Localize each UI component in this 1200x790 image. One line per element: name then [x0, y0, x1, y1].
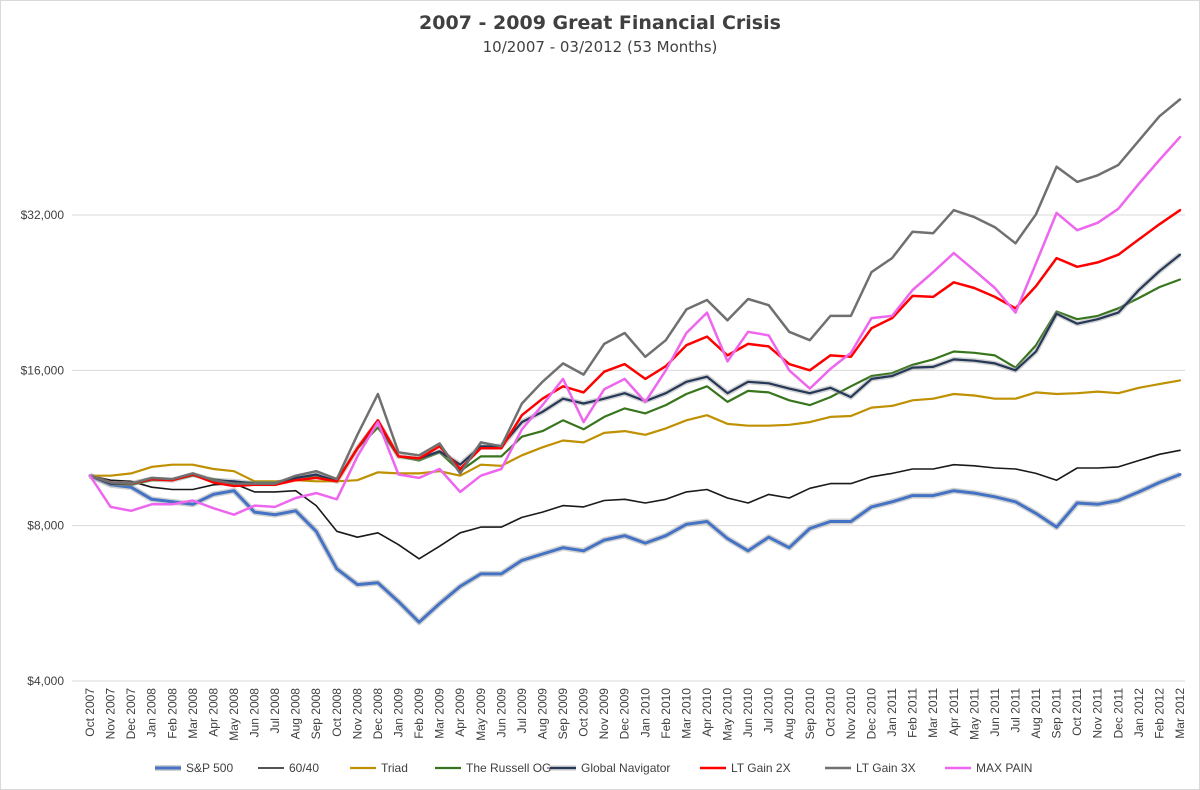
- x-tick-label: May 2011: [967, 688, 981, 740]
- x-tick-label: Dec 2009: [618, 688, 632, 740]
- x-tick-label: Jul 2011: [1008, 688, 1022, 733]
- x-tick-label: Apr 2008: [206, 688, 220, 737]
- y-tick-label: $32,000: [21, 208, 65, 222]
- legend-label: Global Navigator: [581, 761, 670, 775]
- x-tick-label: Oct 2009: [577, 688, 591, 737]
- series-line-global-navigator: [88, 253, 1182, 485]
- legend-label: LT Gain 3X: [856, 761, 916, 775]
- x-tick-label: Jan 2008: [145, 688, 159, 738]
- x-tick-label: Mar 2012: [1173, 688, 1187, 739]
- x-tick-label: Oct 2010: [823, 688, 837, 737]
- x-tick-label: May 2009: [474, 688, 488, 741]
- series-line-shadow: [88, 471, 1182, 626]
- y-tick-label: $4,000: [27, 674, 64, 688]
- x-tick-label: Aug 2011: [1029, 688, 1043, 739]
- legend-label: LT Gain 2X: [731, 761, 791, 775]
- x-tick-label: Oct 2007: [83, 688, 97, 737]
- x-tick-label: Nov 2011: [1091, 688, 1105, 739]
- x-tick-label: Sep 2008: [309, 688, 323, 740]
- legend-label: S&P 500: [186, 761, 233, 775]
- x-tick-label: Aug 2010: [782, 688, 796, 740]
- x-tick-label: Apr 2011: [947, 688, 961, 736]
- chart-title: 2007 - 2009 Great Financial Crisis: [419, 12, 781, 34]
- y-tick-label: $16,000: [21, 363, 65, 377]
- series-line-max-pain: [88, 135, 1182, 516]
- x-tick-label: Jun 2010: [741, 688, 755, 738]
- x-tick-label: Nov 2009: [597, 688, 611, 740]
- x-tick-label: Nov 2010: [844, 688, 858, 740]
- series-line-s-p-500: [88, 473, 1182, 624]
- x-tick-label: Sep 2010: [803, 688, 817, 740]
- x-tick-label: May 2010: [721, 688, 735, 741]
- x-tick-label: Sep 2011: [1050, 688, 1064, 739]
- x-tick-label: Jan 2010: [638, 688, 652, 738]
- x-tick-label: Apr 2010: [700, 688, 714, 737]
- series-line-60-40: [89, 449, 1181, 560]
- x-tick-label: Apr 2009: [453, 688, 467, 737]
- x-tick-label: Jan 2012: [1132, 688, 1146, 738]
- x-tick-label: Dec 2011: [1111, 688, 1125, 739]
- x-tick-label: Nov 2008: [350, 688, 364, 740]
- x-tick-label: Jun 2011: [988, 688, 1002, 737]
- legend-label: The Russell OG: [466, 761, 551, 775]
- legend-label: Triad: [381, 761, 408, 775]
- series-line-lt-gain-2x: [88, 208, 1182, 488]
- x-tick-label: Feb 2012: [1152, 688, 1166, 739]
- x-tick-label: Jun 2009: [494, 688, 508, 738]
- x-tick-label: Dec 2008: [371, 688, 385, 740]
- x-tick-label: Jun 2008: [248, 688, 262, 738]
- x-tick-label: Mar 2009: [433, 688, 447, 739]
- x-tick-label: Mar 2008: [186, 688, 200, 739]
- x-tick-label: Feb 2008: [165, 688, 179, 739]
- x-tick-label: Feb 2011: [906, 688, 920, 738]
- series-line-triad: [88, 379, 1182, 483]
- x-tick-label: Mar 2011: [926, 688, 940, 738]
- x-tick-label: Jul 2008: [268, 688, 282, 734]
- x-tick-label: Dec 2007: [124, 688, 138, 740]
- x-tick-label: May 2008: [227, 688, 241, 741]
- x-tick-label: Jul 2009: [515, 688, 529, 734]
- x-tick-label: Aug 2008: [289, 688, 303, 740]
- x-tick-label: Oct 2011: [1070, 688, 1084, 736]
- x-tick-label: Jul 2010: [762, 688, 776, 734]
- x-tick-label: Sep 2009: [556, 688, 570, 740]
- x-tick-label: Jan 2011: [885, 688, 899, 737]
- legend-label: MAX PAIN: [976, 761, 1032, 775]
- x-tick-label: Nov 2007: [104, 688, 118, 740]
- chart-subtitle: 10/2007 - 03/2012 (53 Months): [482, 38, 718, 56]
- x-tick-label: Oct 2008: [330, 688, 344, 737]
- x-tick-label: Dec 2010: [865, 688, 879, 740]
- x-tick-label: Feb 2009: [412, 688, 426, 739]
- x-tick-label: Mar 2010: [679, 688, 693, 739]
- y-tick-label: $8,000: [27, 519, 64, 533]
- x-tick-label: Feb 2010: [659, 688, 673, 739]
- series-line-lt-gain-3x: [88, 98, 1182, 485]
- x-tick-label: Jan 2009: [391, 688, 405, 738]
- legend-label: 60/40: [289, 761, 319, 775]
- x-tick-label: Aug 2009: [535, 688, 549, 740]
